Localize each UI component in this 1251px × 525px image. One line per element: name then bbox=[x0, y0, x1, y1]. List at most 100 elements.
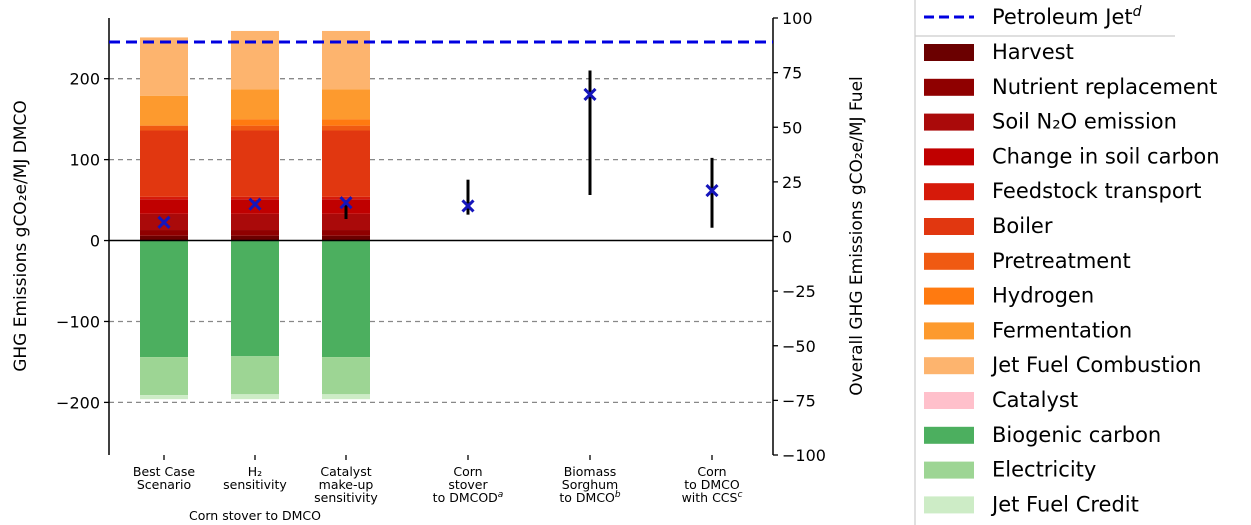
legend-swatch bbox=[924, 78, 974, 96]
legend-swatch bbox=[924, 252, 974, 270]
right-tick-label: −100 bbox=[782, 446, 826, 465]
legend-label: Biogenic carbon bbox=[992, 423, 1161, 447]
category-label: Scenario bbox=[137, 477, 191, 492]
overall-point-marker bbox=[248, 197, 262, 211]
category-label: to DMCO bbox=[684, 477, 740, 492]
legend-swatch bbox=[924, 461, 974, 479]
category-label-line: H₂ bbox=[248, 464, 262, 479]
overall-point-marker bbox=[339, 196, 353, 210]
legend-swatch bbox=[924, 218, 974, 235]
category-label-line: sensitivity bbox=[314, 490, 378, 505]
legend-label-petroleum-jet: Petroleum Jetd bbox=[992, 4, 1142, 29]
bar-segment bbox=[140, 199, 188, 214]
legend-swatch bbox=[924, 183, 974, 201]
legend-label-superscript: d bbox=[1133, 4, 1142, 20]
overall-point-marker bbox=[705, 184, 719, 198]
category-label-line: to DMCO bbox=[684, 477, 740, 492]
right-tick-label: 75 bbox=[782, 64, 802, 83]
bar-segment bbox=[231, 394, 279, 400]
category-label-line: to DMCOD bbox=[433, 490, 498, 505]
category-label-superscript: c bbox=[737, 490, 742, 500]
category-label: Catalyst bbox=[320, 464, 371, 479]
category-label: sensitivity bbox=[223, 477, 287, 492]
category-label-line: Sorghum bbox=[562, 477, 618, 492]
bar-segment bbox=[231, 356, 279, 395]
category-label-line: to DMCO bbox=[559, 490, 615, 505]
left-tick-label: 200 bbox=[69, 70, 100, 89]
legend-label-text: Petroleum Jet bbox=[992, 5, 1133, 29]
category-label-line: stover bbox=[448, 477, 488, 492]
legend-label: Hydrogen bbox=[992, 284, 1094, 308]
bar-segment bbox=[322, 196, 370, 200]
category-label-line: Corn bbox=[697, 464, 726, 479]
category-label: H₂ bbox=[248, 464, 262, 479]
bar-segment bbox=[322, 230, 370, 236]
group-label: Corn stover to DMCO bbox=[189, 508, 321, 523]
bar-segment bbox=[322, 119, 370, 126]
overall-point-marker bbox=[461, 199, 475, 213]
bar-segment bbox=[231, 30, 279, 90]
bar-segment bbox=[231, 235, 279, 241]
right-tick-label: 100 bbox=[782, 9, 813, 28]
legend-label: Fermentation bbox=[992, 318, 1132, 342]
category-label: Corn bbox=[697, 464, 726, 479]
legend-label: Feedstock transport bbox=[992, 179, 1202, 203]
overall-point-marker bbox=[583, 87, 597, 102]
right-tick-label: −25 bbox=[782, 282, 816, 301]
left-tick-label: 0 bbox=[90, 232, 100, 251]
bar-segment bbox=[322, 357, 370, 395]
bar-segment bbox=[140, 240, 188, 358]
legend-swatch bbox=[924, 322, 974, 340]
category-label: Best Case bbox=[133, 464, 196, 479]
bar-segment bbox=[140, 395, 188, 400]
legend-label: Catalyst bbox=[992, 388, 1078, 412]
category-label-superscript: a bbox=[498, 490, 504, 500]
category-label-line: sensitivity bbox=[223, 477, 287, 492]
overall-point-marker bbox=[157, 215, 171, 229]
category-label: to DMCODa bbox=[433, 490, 504, 505]
category-label-line: Catalyst bbox=[320, 464, 371, 479]
bar-segment bbox=[231, 89, 279, 120]
category-label-superscript: b bbox=[615, 490, 621, 500]
category-label-line: make-up bbox=[319, 477, 374, 492]
bar-segment bbox=[322, 125, 370, 131]
left-tick-label: −200 bbox=[56, 393, 100, 412]
category-label: Sorghum bbox=[562, 477, 618, 492]
bar-segment bbox=[322, 89, 370, 120]
category-label-line: Corn bbox=[453, 464, 482, 479]
bar-segment bbox=[140, 230, 188, 236]
bar-segment bbox=[231, 119, 279, 126]
legend-swatch bbox=[924, 392, 974, 409]
bar-segment bbox=[231, 130, 279, 197]
bar-segment bbox=[140, 125, 188, 131]
bar-segment bbox=[322, 394, 370, 400]
legend-label: Soil N₂O emission bbox=[992, 110, 1177, 134]
right-axis-title: Overall GHG Emissions gCO₂e/MJ Fuel bbox=[847, 76, 867, 396]
bar-segment bbox=[140, 235, 188, 241]
legend-box bbox=[914, 0, 1251, 525]
right-tick-label: 50 bbox=[782, 118, 802, 137]
bar-segment bbox=[140, 37, 188, 96]
category-label-line: with CCS bbox=[682, 490, 738, 505]
legend-swatch bbox=[924, 287, 974, 305]
bar-segment bbox=[322, 213, 370, 231]
bar-segment bbox=[231, 230, 279, 236]
legend-label: Harvest bbox=[992, 40, 1074, 64]
right-tick-label: 25 bbox=[782, 173, 802, 192]
bar-segment bbox=[231, 199, 279, 214]
category-label: Biomass bbox=[564, 464, 617, 479]
legend-swatch bbox=[924, 496, 974, 514]
legend-label: Electricity bbox=[992, 458, 1096, 482]
category-label: stover bbox=[448, 477, 488, 492]
legend-label: Jet Fuel Credit bbox=[990, 492, 1139, 516]
category-label-line: Scenario bbox=[137, 477, 191, 492]
right-tick-label: 0 bbox=[782, 228, 792, 247]
left-axis-title: GHG Emissions gCO₂e/MJ DMCO bbox=[11, 100, 31, 372]
legend-label: Change in soil carbon bbox=[992, 144, 1220, 168]
legend-swatch bbox=[924, 426, 974, 444]
left-tick-label: 100 bbox=[69, 151, 100, 170]
bar-segment bbox=[231, 213, 279, 231]
right-tick-label: −75 bbox=[782, 391, 816, 410]
legend-swatch bbox=[924, 44, 974, 61]
